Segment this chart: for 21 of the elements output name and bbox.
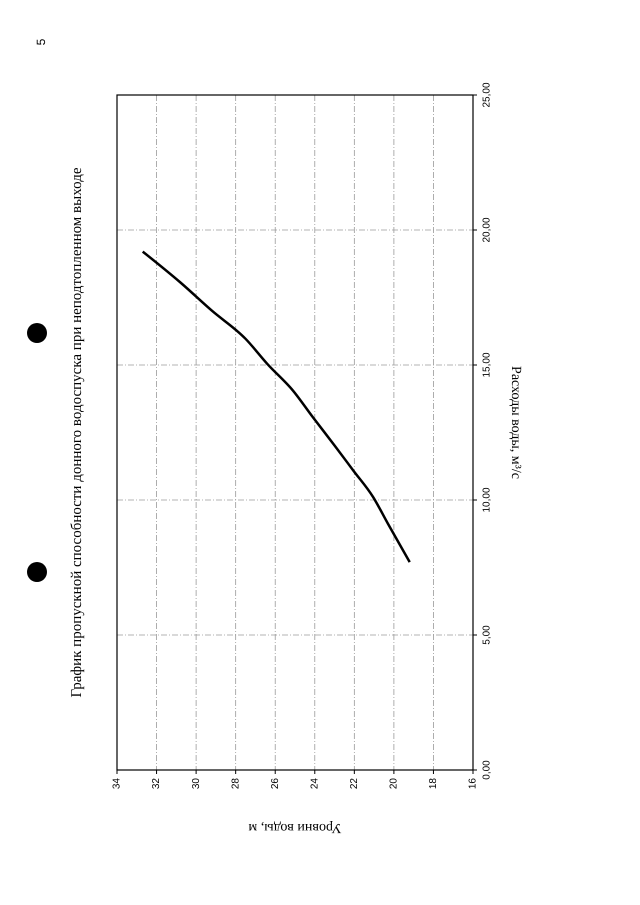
- x-tick-label: 22: [348, 778, 360, 790]
- x-tick-label: 24: [309, 778, 320, 790]
- x-axis-title: Уровни воды, м: [248, 820, 342, 835]
- y-axis-title: Расходы воды, м³/с: [508, 366, 523, 479]
- x-tick-label: 30: [190, 778, 202, 790]
- y-tick-label: 15,00: [482, 352, 493, 378]
- x-tick-label: 34: [112, 778, 123, 790]
- y-tick-label: 5,00: [482, 624, 493, 645]
- x-tick-label: 18: [428, 778, 440, 790]
- y-tick-label: 10,00: [482, 487, 493, 513]
- x-tick-label: 16: [468, 778, 479, 790]
- text: 5: [34, 38, 48, 46]
- y-tick-label: 0,00: [482, 760, 493, 780]
- x-tick-label: 20: [388, 778, 400, 790]
- y-tick-label: 20,00: [482, 217, 493, 243]
- x-tick-label: 32: [151, 778, 162, 790]
- y-tick-label: 25,00: [482, 82, 493, 108]
- x-tick-label: 26: [270, 778, 281, 790]
- x-tick-label: 28: [230, 778, 242, 790]
- line-series: [141, 250, 411, 564]
- text: График пропускной способности донного водоспуска при неподтопленном выходе: [69, 167, 86, 698]
